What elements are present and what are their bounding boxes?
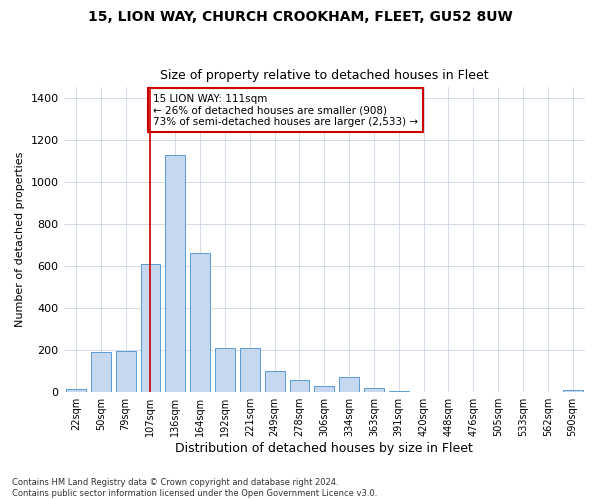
Y-axis label: Number of detached properties: Number of detached properties <box>15 152 25 328</box>
Bar <box>265 371 284 392</box>
X-axis label: Distribution of detached houses by size in Fleet: Distribution of detached houses by size … <box>175 442 473 455</box>
Bar <box>339 378 359 392</box>
Bar <box>140 264 160 392</box>
Bar <box>166 154 185 392</box>
Text: Contains HM Land Registry data © Crown copyright and database right 2024.
Contai: Contains HM Land Registry data © Crown c… <box>12 478 377 498</box>
Bar <box>563 390 583 392</box>
Text: 15, LION WAY, CHURCH CROOKHAM, FLEET, GU52 8UW: 15, LION WAY, CHURCH CROOKHAM, FLEET, GU… <box>88 10 512 24</box>
Bar <box>389 391 409 392</box>
Text: 15 LION WAY: 111sqm
← 26% of detached houses are smaller (908)
73% of semi-detac: 15 LION WAY: 111sqm ← 26% of detached ho… <box>153 94 418 127</box>
Bar <box>66 389 86 392</box>
Bar <box>116 351 136 392</box>
Bar <box>290 380 310 392</box>
Bar <box>364 388 384 392</box>
Title: Size of property relative to detached houses in Fleet: Size of property relative to detached ho… <box>160 69 488 82</box>
Bar <box>215 348 235 392</box>
Bar <box>190 254 210 392</box>
Bar <box>314 386 334 392</box>
Bar <box>240 348 260 392</box>
Bar <box>91 352 111 392</box>
